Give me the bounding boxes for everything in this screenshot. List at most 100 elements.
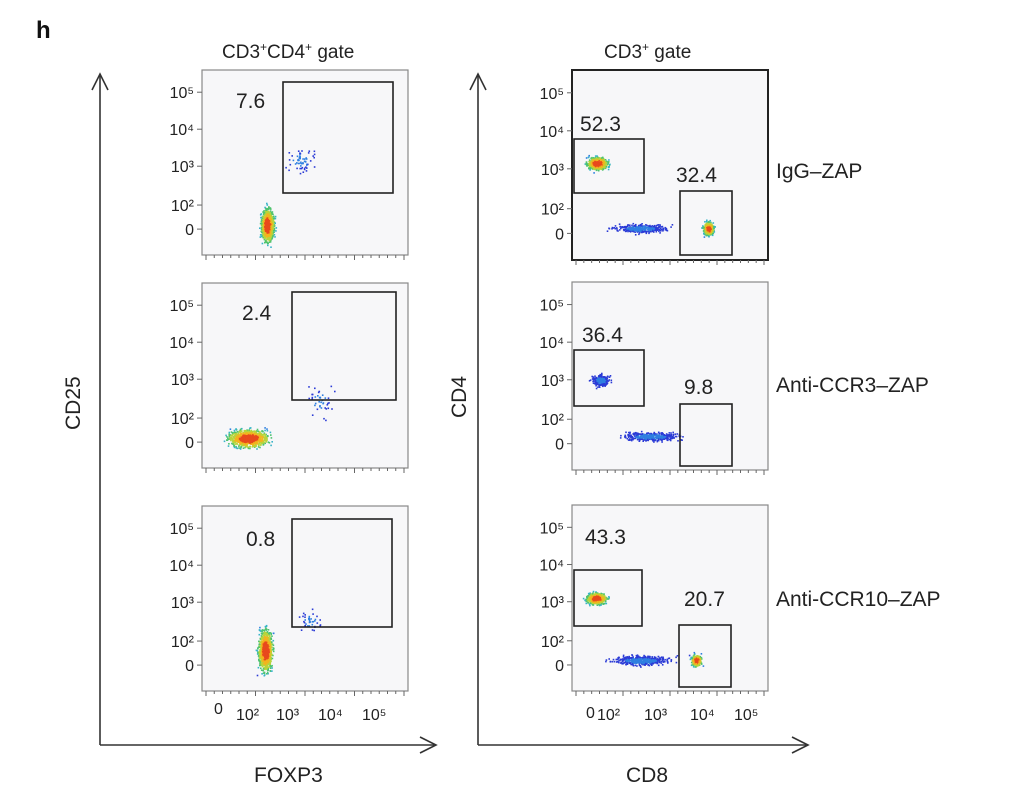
event-dot [260,230,262,233]
event-dot [265,664,268,667]
event-dot [261,632,264,634]
event-dot [226,439,228,441]
event-dot [268,442,271,444]
event-dot [270,638,273,641]
event-dot [233,433,236,435]
event-dot [261,231,263,234]
event-dot [272,226,274,229]
event-dot [236,431,239,433]
event-dot [713,231,716,233]
event-dot [231,440,234,442]
event-dot [261,242,264,245]
event-dot [311,623,314,626]
y-tick-label: 10³ [171,159,195,176]
event-dot [303,621,306,624]
event-dot [641,227,644,230]
event-dot [247,447,250,450]
event-dot [324,397,327,399]
event-dot [269,213,271,215]
event-dot [233,431,236,433]
event-dot [274,236,276,238]
event-dot [268,220,271,223]
event-dot [265,211,267,214]
event-dot [615,227,618,229]
event-dot [641,231,643,234]
event-dot [650,228,653,231]
event-dot [291,155,293,157]
event-dot [263,226,265,229]
event-dot [652,228,655,231]
event-dot [599,164,602,167]
event-dot [601,382,603,384]
event-dot [270,633,272,636]
event-dot [249,433,251,435]
event-dot [312,620,315,623]
event-dot [264,631,266,634]
event-dot [269,207,272,209]
event-dot [240,438,243,440]
event-dot [261,227,264,230]
event-dot [602,168,604,170]
event-dot [271,646,273,648]
event-dot [258,659,260,662]
event-dot [599,377,602,379]
event-dot [258,633,261,636]
event-dot [257,439,259,441]
event-dot [269,234,272,237]
event-dot [648,225,651,228]
y-tick-label: 10² [541,412,565,429]
event-dot [237,433,240,436]
event-dot [262,211,264,213]
event-dot [267,632,270,635]
event-dot [261,221,264,223]
event-dot [265,642,268,645]
event-dot [257,666,260,669]
event-dot [260,647,262,650]
event-dot [263,653,266,655]
event-dot [596,163,598,166]
event-dot [234,441,237,444]
event-dot [596,164,599,167]
event-dot [654,229,656,231]
event-dot [630,229,633,231]
event-dot [261,234,264,236]
event-dot [633,231,635,233]
event-dot [261,665,264,668]
event-dot [600,379,603,382]
event-dot [268,234,271,237]
event-dot [325,408,328,410]
event-dot [270,643,273,646]
event-dot [618,229,621,231]
event-dot [710,225,713,227]
event-dot [240,433,243,436]
event-dot [262,636,264,639]
event-dot [270,239,272,241]
event-dot [263,649,265,651]
event-dot [301,166,304,169]
event-dot [709,227,712,230]
event-dot [269,240,272,242]
event-dot [629,224,631,226]
left-column-title: CD3+CD4+ gate [222,40,354,63]
event-dot [259,432,261,434]
event-dot [705,230,707,233]
event-dot [247,442,249,445]
event-dot [677,440,679,442]
event-dot [256,650,259,652]
event-dot [322,402,324,405]
event-dot [270,660,272,663]
event-dot [264,643,266,646]
event-dot [260,222,263,225]
event-dot [705,222,708,225]
event-dot [269,218,271,221]
event-dot [709,225,711,227]
event-dot [230,431,233,433]
event-dot [608,161,610,163]
event-dot [711,228,714,230]
event-dot [300,161,302,164]
event-dot [239,438,241,441]
event-dot [246,430,248,433]
event-dot [597,167,600,169]
event-dot [603,383,605,385]
event-dot [249,441,252,444]
